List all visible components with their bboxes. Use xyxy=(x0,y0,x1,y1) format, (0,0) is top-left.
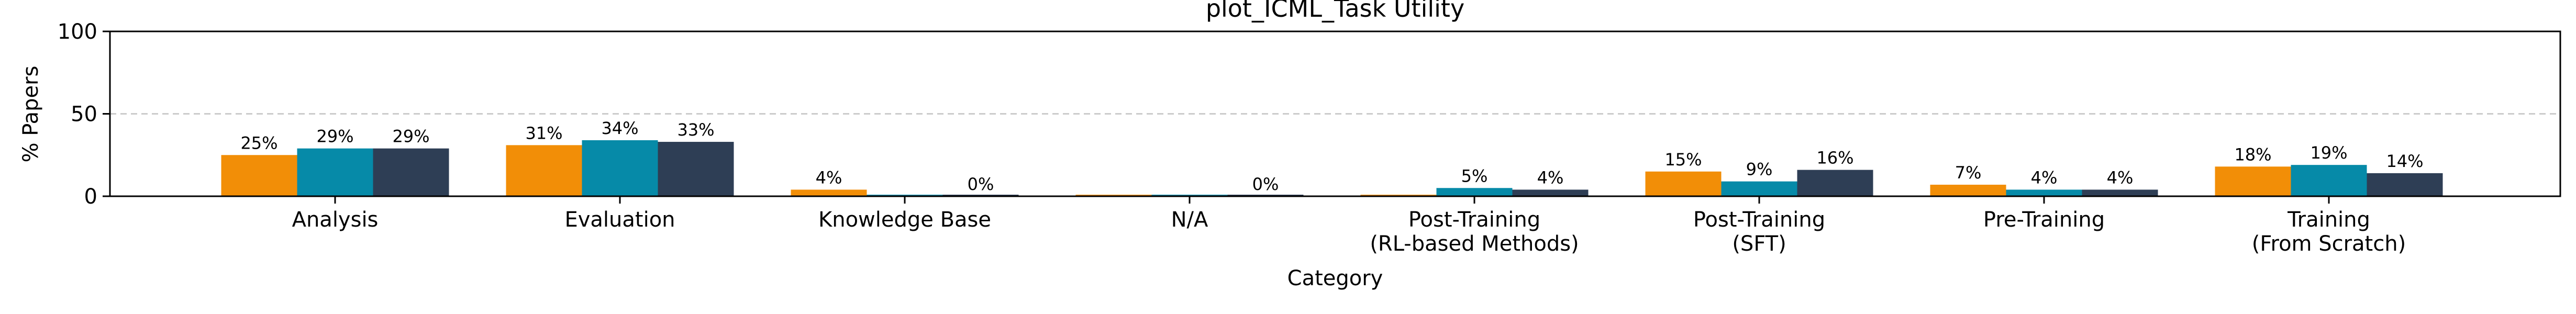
bar-s1-c5 xyxy=(1721,181,1797,196)
data-label-s2-c5: 16% xyxy=(1816,148,1853,168)
data-label-s0-c0: 25% xyxy=(240,133,277,153)
bar-s0-c5 xyxy=(1645,171,1722,196)
bars xyxy=(221,140,2443,196)
data-label-s0-c5: 15% xyxy=(1664,150,1702,170)
x-tick-label-5: Post-Training (SFT) xyxy=(1693,208,1825,256)
x-tick-label-7: Training (From Scratch) xyxy=(2252,208,2406,256)
bar-s2-c0 xyxy=(373,148,449,196)
bar-s0-c7 xyxy=(2215,166,2291,196)
bar-s1-c4 xyxy=(1436,188,1513,196)
x-axis: Analysis Evaluation Knowledge Base N/A Post-… xyxy=(292,196,2406,256)
bar-s2-c4 xyxy=(1512,189,1589,196)
data-label-s2-c3: 0% xyxy=(1252,174,1279,194)
bar-labels: 25% 29% 29% 31% 34% 33% 4% 0% 0% 5% 4% 15% 9% 16% 7% 4%… xyxy=(240,118,2423,194)
data-label-s2-c6: 4% xyxy=(2107,167,2134,187)
bar-s2-c6 xyxy=(2082,189,2158,196)
x-tick-label-0: Analysis xyxy=(292,208,379,232)
x-tick-label-1: Evaluation xyxy=(564,208,675,232)
bar-s2-c1 xyxy=(658,142,734,196)
y-axis: 0 50 100 xyxy=(58,20,110,209)
chart-title: plot_ICML_Task Utility xyxy=(1206,0,1464,23)
data-label-s2-c7: 14% xyxy=(2386,151,2423,171)
bar-s1-c6 xyxy=(2006,189,2082,196)
data-label-s2-c2: 0% xyxy=(968,174,994,194)
y-tick-label-2: 100 xyxy=(58,20,97,44)
data-label-s0-c7: 18% xyxy=(2234,144,2271,164)
data-label-s1-c4: 5% xyxy=(1461,166,1488,186)
x-tick-label-6: Pre-Training xyxy=(1983,208,2105,232)
data-label-s0-c6: 7% xyxy=(1955,163,1982,183)
data-label-s0-c2: 4% xyxy=(816,167,842,187)
data-label-s2-c0: 29% xyxy=(392,127,429,147)
data-label-s2-c4: 4% xyxy=(1537,167,1564,187)
y-tick-label-1: 50 xyxy=(71,103,97,127)
data-label-s1-c7: 19% xyxy=(2310,143,2347,163)
x-tick-label-3: N/A xyxy=(1171,208,1208,232)
bar-s0-c2 xyxy=(791,189,867,196)
data-label-s1-c1: 34% xyxy=(601,118,638,138)
bar-s2-c5 xyxy=(1797,170,1873,196)
data-label-s1-c6: 4% xyxy=(2031,167,2058,187)
data-label-s0-c1: 31% xyxy=(525,123,562,143)
x-tick-label-4: Post-Training (RL-based Methods) xyxy=(1370,208,1579,256)
bar-s0-c6 xyxy=(1930,184,2006,196)
bar-s1-c0 xyxy=(297,148,373,196)
y-tick-label-0: 0 xyxy=(84,185,97,209)
bar-s0-c1 xyxy=(506,145,582,196)
bar-s0-c0 xyxy=(221,155,297,196)
data-label-s1-c5: 9% xyxy=(1746,160,1773,180)
x-axis-label: Category xyxy=(1287,266,1383,290)
x-tick-label-2: Knowledge Base xyxy=(818,208,991,232)
data-label-s2-c1: 33% xyxy=(677,120,714,140)
y-axis-label: % Papers xyxy=(19,66,43,163)
bar-s1-c7 xyxy=(2291,165,2367,196)
bar-s1-c1 xyxy=(582,140,658,196)
bar-s2-c7 xyxy=(2367,173,2443,196)
data-label-s1-c0: 29% xyxy=(316,127,353,147)
